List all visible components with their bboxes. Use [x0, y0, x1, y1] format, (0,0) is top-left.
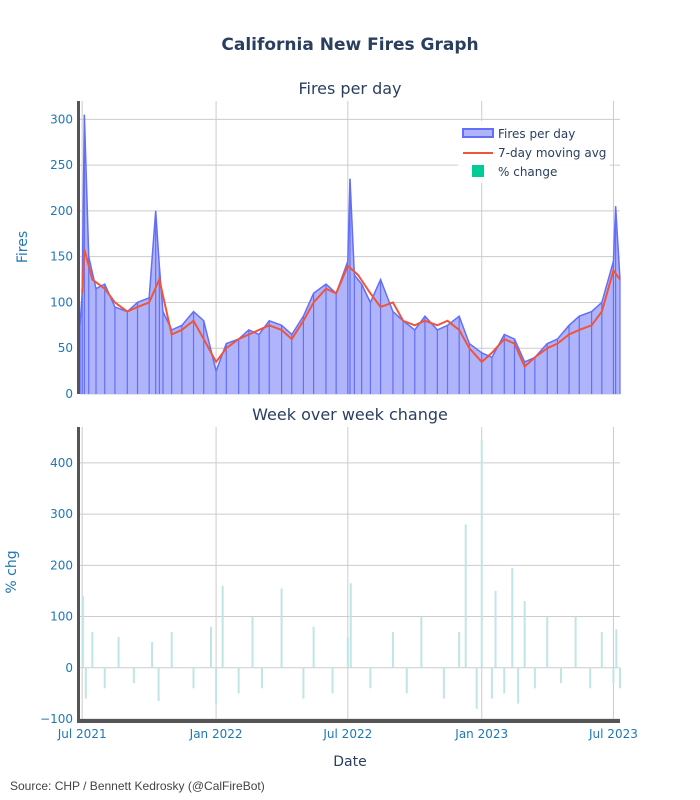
x-tick-label: Jul 2021: [57, 727, 107, 741]
x-tick-label: Jan 2022: [189, 727, 243, 741]
bottom-panel-y-axis-line: [77, 427, 80, 722]
bottom-y-tick-label: 300: [50, 507, 73, 521]
x-tick-label: Jan 2023: [454, 727, 508, 741]
top-y-tick-label: 300: [50, 112, 73, 126]
top-panel-title: Fires per day: [298, 79, 401, 98]
legend-swatch-pct-change: [472, 165, 484, 177]
legend-label-fires-per-day: Fires per day: [498, 127, 575, 141]
legend-label-pct-change: % change: [498, 165, 557, 179]
x-ticks: Jul 2021 Jan 2022 Jul 2022 Jan 2023 Jul 2023: [57, 727, 638, 741]
top-y-tick-label: 0: [65, 387, 73, 401]
bottom-panel-x-axis-line: [77, 719, 620, 723]
top-panel-y-ticks: 0 50 100 150 200 250 300: [50, 112, 73, 401]
top-panel-y-axis-line: [77, 101, 80, 394]
bottom-y-tick-label: 100: [50, 610, 73, 624]
legend: Fires per day 7-day moving avg % change: [458, 121, 610, 183]
bottom-panel-plot: [81, 439, 621, 709]
top-y-tick-label: 100: [50, 295, 73, 309]
bottom-panel-y-ticks: −100 0 100 200 300 400: [40, 456, 73, 726]
bottom-y-tick-label: −100: [40, 712, 73, 726]
top-panel-plot: [79, 114, 621, 394]
x-tick-label: Jul 2023: [588, 727, 638, 741]
moving-avg-line: [81, 249, 621, 369]
legend-swatch-fires-per-day: [462, 128, 494, 138]
bottom-y-tick-label: 0: [65, 661, 73, 675]
bottom-panel-y-axis-title: % chg: [4, 550, 20, 593]
source-note: Source: CHP / Bennett Kedrosky (@CalFire…: [10, 779, 265, 793]
top-y-tick-label: 250: [50, 158, 73, 172]
x-tick-label: Jul 2022: [322, 727, 372, 741]
bottom-y-tick-label: 400: [50, 456, 73, 470]
bottom-y-tick-label: 200: [50, 558, 73, 572]
legend-label-moving-avg: 7-day moving avg: [498, 146, 606, 160]
bottom-panel-title: Week over week change: [252, 405, 448, 424]
chart-title: California New Fires Graph: [221, 35, 478, 55]
x-axis-title: Date: [333, 754, 366, 770]
top-y-tick-label: 50: [58, 341, 73, 355]
top-y-tick-label: 150: [50, 250, 73, 264]
top-y-tick-label: 200: [50, 204, 73, 218]
top-panel-y-axis-title: Fires: [15, 231, 31, 263]
